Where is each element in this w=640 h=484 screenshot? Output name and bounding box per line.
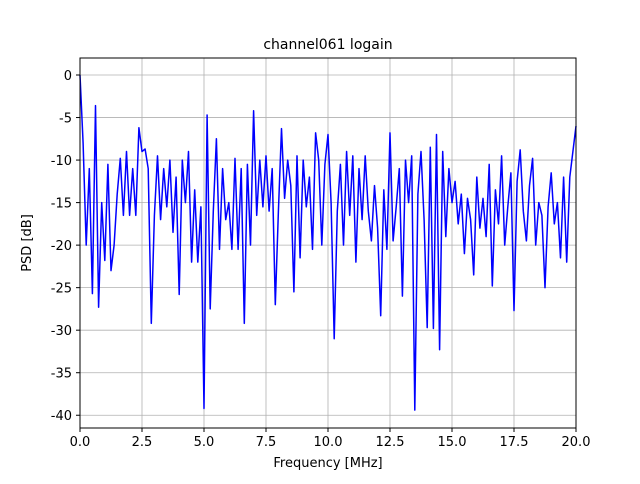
x-tick-label: 20.0 xyxy=(562,435,591,450)
y-tick-label: -40 xyxy=(51,409,72,424)
x-tick-label: 12.5 xyxy=(376,435,405,450)
y-tick-label: -5 xyxy=(59,112,72,127)
plot-area xyxy=(79,74,577,411)
x-tick-label: 7.5 xyxy=(256,435,277,450)
y-tick-label: -10 xyxy=(51,154,72,169)
y-tick-label: 0 xyxy=(64,69,72,84)
x-tick-label: 5.0 xyxy=(194,435,215,450)
y-tick-label: -20 xyxy=(51,239,72,254)
x-tick-label: 17.5 xyxy=(500,435,529,450)
x-tick-label: 0.0 xyxy=(70,435,91,450)
x-axis-label: Frequency [MHz] xyxy=(273,456,382,471)
y-tick-label: -30 xyxy=(51,324,72,339)
ticks: 0.0 2.5 5.0 7.5 10.0 12.5 15.0 17.5 20.0 0 -5 -10 -1… xyxy=(51,69,591,450)
y-tick-label: -15 xyxy=(51,197,72,212)
x-tick-label: 2.5 xyxy=(132,435,153,450)
data-line xyxy=(79,74,577,411)
y-tick-label: -35 xyxy=(51,367,72,382)
chart-title: channel061 logain xyxy=(263,37,392,53)
x-tick-label: 15.0 xyxy=(438,435,467,450)
y-tick-label: -25 xyxy=(51,282,72,297)
x-tick-label: 10.0 xyxy=(314,435,343,450)
y-axis-label: PSD [dB] xyxy=(20,214,35,272)
